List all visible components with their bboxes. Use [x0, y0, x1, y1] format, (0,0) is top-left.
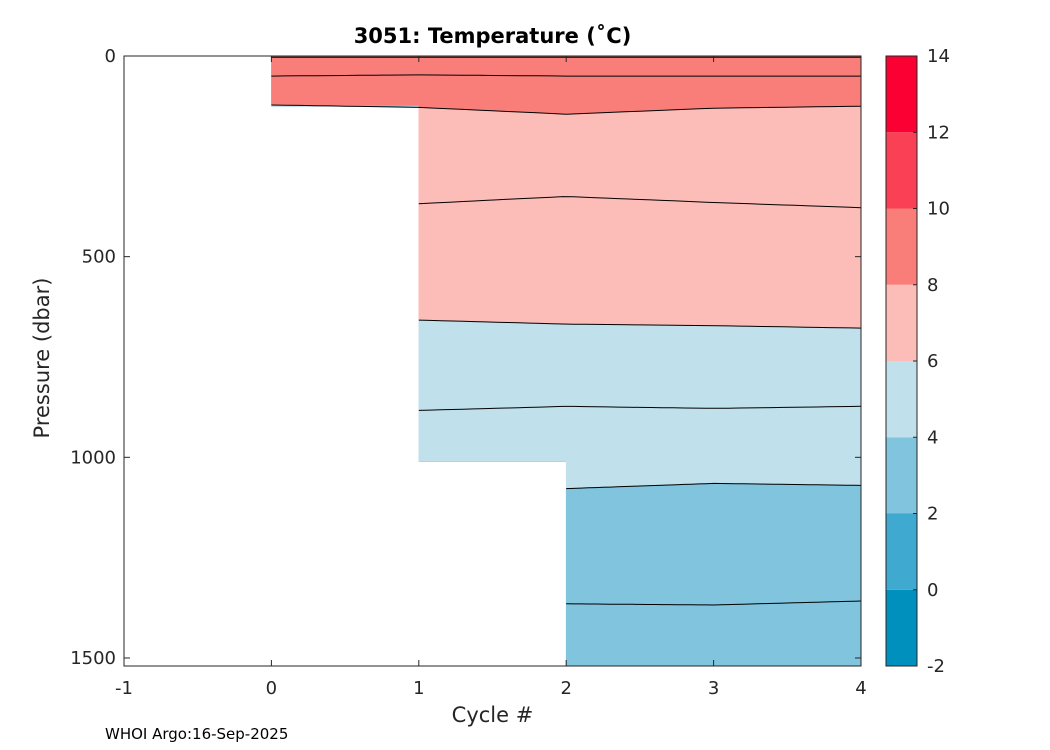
x-tick-label: 4	[855, 678, 866, 699]
isotherm-5	[418, 405, 861, 411]
colorbar-segment	[886, 208, 917, 285]
chart-title: 3051: Temperature (˚C)	[353, 24, 632, 48]
temperature-band-0-col-0	[271, 56, 420, 107]
temperature-band-1-col-1	[418, 107, 567, 325]
temperature-band-3-col-2	[565, 483, 714, 666]
temperature-band-0-col-3	[713, 56, 861, 109]
colorbar-tick-label: 14	[927, 46, 950, 67]
colorbar-tick-label: 4	[927, 427, 938, 448]
isotherm-4	[566, 482, 861, 490]
x-tick-label: 1	[413, 678, 424, 699]
isotherm-8	[271, 104, 861, 115]
colorbar-segment	[886, 361, 917, 438]
temperature-band-1-col-3	[713, 105, 861, 329]
colorbar-tick-label: 12	[927, 122, 950, 143]
colorbar-segment	[886, 132, 917, 209]
axes: -1 0 1 2 3 4 0 500 1000 1500	[70, 46, 867, 699]
colorbar-segment	[886, 437, 917, 514]
y-tick-label: 1000	[70, 447, 116, 468]
temperature-band-3-col-3	[713, 483, 861, 666]
x-tick-label: 2	[560, 678, 571, 699]
temperature-band-2-col-3	[713, 325, 861, 486]
y-axis-label: Pressure (dbar)	[30, 277, 54, 439]
colorbar-tick-label: -2	[927, 656, 945, 677]
temperature-band-1-col-2	[565, 107, 714, 327]
x-tick-label: 3	[708, 678, 719, 699]
x-axis-label: Cycle #	[451, 703, 534, 727]
temperature-band-0-col-2	[565, 56, 714, 115]
colorbar-tick-label: 6	[927, 351, 938, 372]
temperature-band-0-col-1	[418, 56, 567, 115]
colorbar-segment	[886, 284, 917, 361]
isotherm-6	[418, 319, 861, 329]
x-tick-label: -1	[115, 678, 133, 699]
isotherm-9	[271, 74, 861, 77]
isotherm-3	[566, 600, 861, 606]
colorbar-segment	[886, 589, 917, 666]
y-tick-label: 1500	[70, 648, 116, 669]
colorbar-segment	[886, 56, 917, 133]
colorbar-tick-label: 2	[927, 504, 938, 525]
isotherm-7	[418, 196, 861, 209]
colorbar: 14 12 10 8 6 4 2 0 -2	[885, 46, 950, 677]
plot-area	[271, 56, 861, 666]
colorbar-segment	[886, 513, 917, 590]
plot-frame	[123, 55, 862, 667]
y-tick-label: 500	[82, 247, 116, 268]
footer-date: WHOI Argo:16-Sep-2025	[105, 725, 289, 743]
colorbar-tick-label: 0	[927, 580, 938, 601]
temperature-band-2-col-1	[418, 319, 567, 462]
y-tick-label: 0	[105, 46, 116, 67]
colorbar-tick-label: 8	[927, 275, 938, 296]
colorbar-tick-label: 10	[927, 199, 950, 220]
x-tick-label: 0	[266, 678, 277, 699]
